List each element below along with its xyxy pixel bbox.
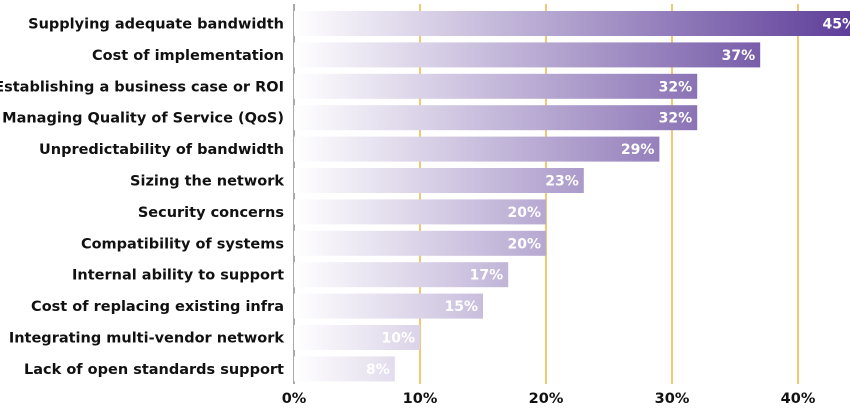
x-tick-label: 0% xyxy=(282,391,307,407)
category-label: Sizing the network xyxy=(130,174,284,190)
category-label: Integrating multi-vendor network xyxy=(9,331,285,347)
category-label: Managing Quality of Service (QoS) xyxy=(2,111,284,127)
data-label: 20% xyxy=(507,236,541,252)
x-tick-label: 20% xyxy=(529,391,564,407)
category-label: Security concerns xyxy=(138,205,284,221)
data-label: 45% xyxy=(822,17,850,33)
bars xyxy=(294,11,850,382)
data-label: 15% xyxy=(444,299,478,315)
bar xyxy=(294,11,850,36)
bar xyxy=(294,42,761,68)
category-label: Establishing a business case or ROI xyxy=(0,79,284,95)
data-label: 32% xyxy=(659,111,693,127)
data-label: 8% xyxy=(366,362,390,378)
data-labels: 45%37%32%32%29%23%20%20%17%15%10%8% xyxy=(366,17,850,378)
bar xyxy=(294,293,483,319)
bar xyxy=(294,105,698,131)
data-label: 23% xyxy=(545,174,579,190)
bar xyxy=(294,356,395,382)
x-tick-label: 30% xyxy=(655,391,690,407)
category-label: Unpredictability of bandwidth xyxy=(39,142,284,158)
x-axis-tick-labels: 0% 10% 20% 30% 40% xyxy=(282,391,816,407)
bar xyxy=(294,136,660,162)
data-label: 29% xyxy=(621,142,655,158)
data-label: 17% xyxy=(470,268,504,284)
x-tick-label: 40% xyxy=(781,391,816,407)
data-label: 10% xyxy=(381,331,415,347)
bar xyxy=(294,168,584,193)
bar xyxy=(294,199,546,225)
bar xyxy=(294,73,698,99)
category-label: Internal ability to support xyxy=(72,268,284,284)
bar xyxy=(294,325,420,350)
category-labels: Supplying adequate bandwidth Cost of impl… xyxy=(0,17,284,378)
data-label: 37% xyxy=(722,48,756,64)
category-label: Compatibility of systems xyxy=(81,236,284,252)
category-label: Lack of open standards support xyxy=(24,362,284,378)
bar xyxy=(294,262,509,288)
category-label: Cost of replacing existing infra xyxy=(31,299,284,315)
x-tick-label: 10% xyxy=(403,391,438,407)
category-label: Supplying adequate bandwidth xyxy=(28,17,284,33)
data-label: 32% xyxy=(659,79,693,95)
data-label: 20% xyxy=(507,205,541,221)
category-label: Cost of implementation xyxy=(92,48,284,64)
bar xyxy=(294,230,546,256)
